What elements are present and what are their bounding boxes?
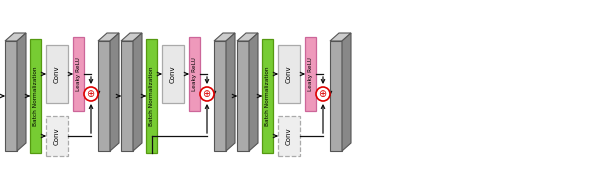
Bar — [162, 45, 184, 103]
Polygon shape — [214, 33, 235, 41]
Polygon shape — [214, 41, 226, 151]
Bar — [146, 39, 157, 153]
Polygon shape — [5, 41, 17, 151]
Text: Conv: Conv — [54, 65, 60, 83]
Text: Leaky ReLU: Leaky ReLU — [76, 57, 81, 91]
Polygon shape — [226, 33, 235, 151]
Bar — [30, 39, 41, 153]
Polygon shape — [133, 33, 142, 151]
Bar — [189, 37, 200, 111]
Polygon shape — [5, 33, 26, 41]
Text: $\oplus$: $\oplus$ — [318, 88, 327, 99]
Bar — [73, 37, 84, 111]
Polygon shape — [17, 33, 26, 151]
Polygon shape — [249, 33, 258, 151]
Bar — [305, 37, 316, 111]
Bar — [46, 116, 68, 156]
Polygon shape — [98, 41, 110, 151]
Text: Leaky ReLU: Leaky ReLU — [192, 57, 197, 91]
Polygon shape — [121, 41, 133, 151]
Polygon shape — [330, 41, 342, 151]
Polygon shape — [237, 41, 249, 151]
Text: Conv: Conv — [54, 127, 60, 145]
Text: Conv: Conv — [170, 65, 176, 83]
Text: Batch Normalization: Batch Normalization — [265, 66, 270, 126]
Polygon shape — [121, 33, 142, 41]
Circle shape — [84, 87, 98, 101]
Text: Conv: Conv — [286, 65, 292, 83]
Polygon shape — [342, 33, 351, 151]
Text: Batch Normalization: Batch Normalization — [33, 66, 38, 126]
Text: $\oplus$: $\oplus$ — [86, 88, 96, 99]
Polygon shape — [98, 33, 119, 41]
Polygon shape — [237, 33, 258, 41]
Bar — [278, 45, 300, 103]
Circle shape — [200, 87, 214, 101]
Bar — [46, 45, 68, 103]
Polygon shape — [330, 33, 351, 41]
Circle shape — [316, 87, 330, 101]
Bar — [262, 39, 273, 153]
Text: Conv: Conv — [286, 127, 292, 145]
Text: Batch Normalization: Batch Normalization — [149, 66, 154, 126]
Text: Leaky ReLU: Leaky ReLU — [308, 57, 313, 91]
Bar — [278, 116, 300, 156]
Text: $\oplus$: $\oplus$ — [202, 88, 212, 99]
Polygon shape — [110, 33, 119, 151]
